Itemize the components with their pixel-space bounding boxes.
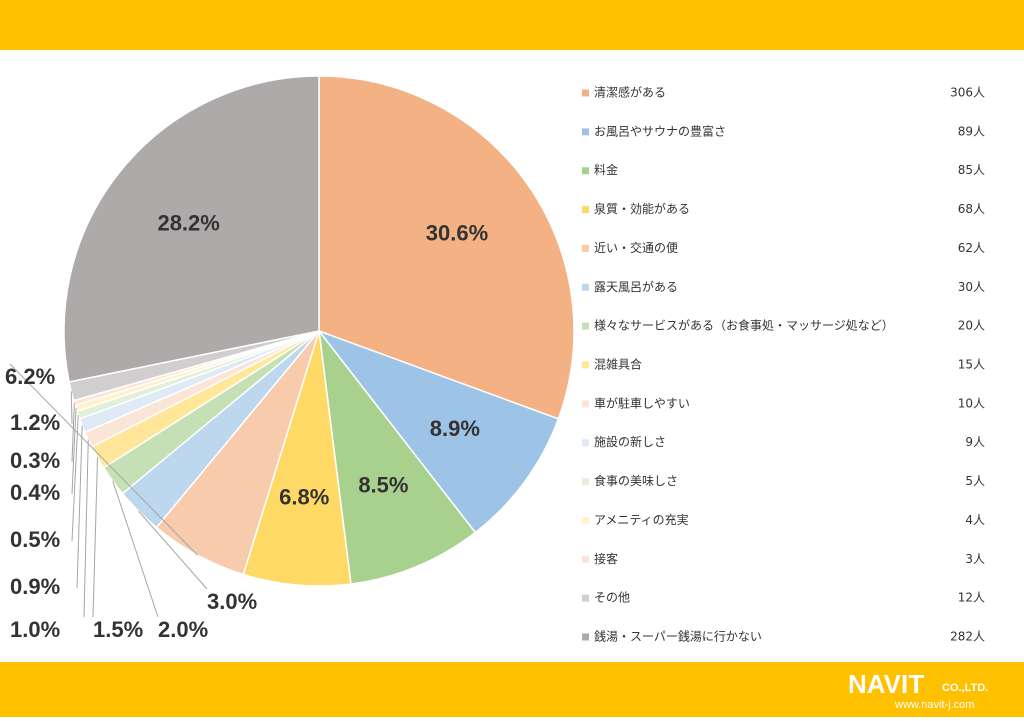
data-label: 6.8% bbox=[279, 484, 329, 509]
legend-label: 混雑具合 bbox=[594, 357, 642, 372]
legend-label: 銭湯・スーパー銭湯に行かない bbox=[594, 629, 762, 644]
legend-marker bbox=[582, 244, 589, 252]
data-label: 0.9% bbox=[10, 574, 60, 599]
legend-count: 15人 bbox=[958, 358, 985, 372]
legend-marker bbox=[582, 283, 589, 291]
legend-marker bbox=[582, 439, 589, 447]
footer-band bbox=[0, 662, 1024, 717]
pie-slice bbox=[63, 75, 320, 383]
legend-count: 89人 bbox=[958, 124, 985, 138]
pie-slice bbox=[317, 328, 477, 585]
legend-marker bbox=[582, 633, 589, 641]
legend-label: 施設の新しさ bbox=[594, 434, 666, 449]
legend-count: 4人 bbox=[965, 513, 985, 527]
legend-marker bbox=[582, 128, 589, 136]
header-band bbox=[0, 0, 1024, 50]
leader-line bbox=[9, 363, 198, 556]
legend-label: 様々なサービスがある（お食事処・マッサージ処など） bbox=[594, 318, 894, 333]
legend-label: アメニティの充実 bbox=[594, 512, 689, 527]
leader-line bbox=[138, 510, 208, 590]
legend-label: 食事の美味しさ bbox=[594, 473, 678, 488]
legend-label: 車が駐車しやすい bbox=[594, 395, 690, 410]
data-label: 8.9% bbox=[430, 416, 480, 441]
legend-marker bbox=[582, 400, 589, 408]
legend-marker bbox=[582, 322, 589, 330]
legend-marker bbox=[582, 167, 589, 175]
legend-label: その他 bbox=[594, 591, 630, 605]
legend-count: 5人 bbox=[965, 474, 985, 488]
legend-count: 30人 bbox=[958, 280, 985, 294]
legend-label: 接客 bbox=[594, 551, 618, 566]
legend-label: 料金 bbox=[594, 162, 618, 177]
legend-count: 3人 bbox=[965, 552, 985, 566]
data-label: 30.6% bbox=[426, 220, 488, 245]
legend-label: お風呂やサウナの豊富さ bbox=[594, 123, 726, 138]
data-label: 2.0% bbox=[158, 617, 208, 642]
legend-label: 清潔感がある bbox=[594, 85, 666, 100]
logo-url: www.navit-j.com bbox=[894, 699, 974, 711]
data-label: 28.2% bbox=[157, 210, 219, 235]
legend-label: 近い・交通の便 bbox=[594, 240, 678, 255]
legend-marker bbox=[582, 478, 589, 486]
leader-line bbox=[112, 480, 159, 618]
leader-line bbox=[92, 457, 98, 618]
legend-marker bbox=[582, 594, 589, 602]
legend-count: 306人 bbox=[950, 86, 985, 100]
pie-slice bbox=[316, 329, 560, 534]
data-label: 1.5% bbox=[93, 617, 143, 642]
data-label: 1.0% bbox=[10, 617, 60, 642]
data-label: 1.2% bbox=[10, 410, 60, 435]
legend-marker bbox=[582, 361, 589, 369]
pie-slice bbox=[318, 75, 575, 420]
legend-marker bbox=[582, 555, 589, 563]
data-label: 6.2% bbox=[5, 364, 55, 389]
data-label: 3.0% bbox=[207, 589, 257, 614]
legend-count: 12人 bbox=[958, 591, 985, 605]
legend-count: 282人 bbox=[950, 630, 985, 644]
legend-count: 68人 bbox=[958, 202, 985, 216]
data-label: 0.5% bbox=[10, 527, 60, 552]
leader-line bbox=[71, 402, 75, 463]
legend-label: 露天風呂がある bbox=[594, 279, 678, 294]
leader-line bbox=[71, 408, 77, 495]
leader-line bbox=[76, 425, 83, 589]
legend-marker bbox=[582, 89, 589, 97]
data-label: 0.3% bbox=[10, 448, 60, 473]
data-label: 8.5% bbox=[358, 472, 408, 497]
legend-label: 泉質・効能がある bbox=[594, 201, 690, 216]
legend-count: 9人 bbox=[965, 435, 985, 449]
leader-line bbox=[71, 415, 79, 542]
leader-line bbox=[83, 439, 89, 618]
pie-slice bbox=[242, 330, 352, 587]
leader-line bbox=[70, 391, 73, 425]
legend-count: 10人 bbox=[958, 396, 985, 410]
data-label: 0.4% bbox=[10, 480, 60, 505]
logo-company: CO.,LTD. bbox=[942, 682, 988, 694]
legend-count: 20人 bbox=[958, 319, 985, 333]
legend-marker bbox=[582, 206, 589, 214]
legend-count: 62人 bbox=[958, 241, 985, 255]
legend-marker bbox=[582, 516, 589, 524]
legend-count: 85人 bbox=[958, 163, 985, 177]
logo: NAVIT bbox=[848, 669, 924, 699]
